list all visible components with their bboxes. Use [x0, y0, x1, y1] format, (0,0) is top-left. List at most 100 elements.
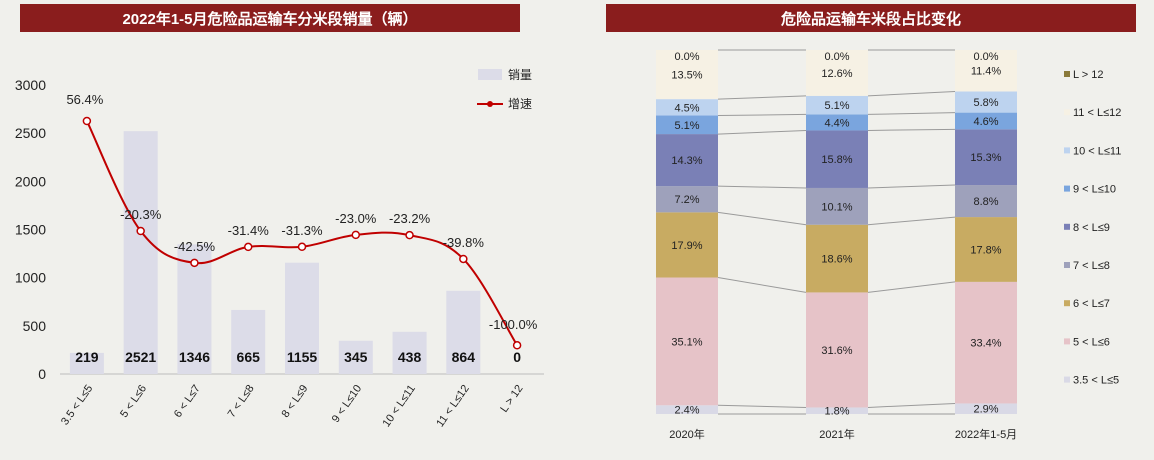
growth-point: [243, 242, 253, 252]
sales-bar: [231, 309, 266, 374]
share-segment: [656, 212, 718, 278]
legend-label: 10 < L≤11: [1073, 145, 1121, 157]
share-value-label: 17.8%: [970, 244, 1001, 256]
share-value-label: 2.4%: [674, 405, 699, 417]
growth-point: [512, 341, 522, 350]
share-value-label: 13.5%: [671, 70, 702, 82]
y-tick-label: 3000: [15, 77, 46, 93]
share-value-label: 5.1%: [674, 120, 699, 132]
share-value-label: 35.1%: [671, 336, 702, 348]
x-tick-label: 3.5 < L≤5: [59, 383, 95, 428]
legend-label: 7 < L≤8: [1073, 260, 1110, 272]
legend-swatch: [1064, 109, 1070, 116]
growth-point: [82, 116, 92, 126]
share-segment: [955, 91, 1017, 113]
share-value-label: 4.5%: [674, 102, 699, 114]
share-segment: [955, 217, 1017, 282]
category-label: 2022年1-5月: [955, 427, 1017, 441]
series-connector-line: [867, 112, 956, 115]
sales-chart-panel: 2022年1-5月危险品运输车分米段销量（辆） 0 500 1000 1500 2000…: [0, 0, 560, 460]
sales-value-label: 2521: [125, 349, 156, 365]
growth-point: [136, 226, 145, 236]
share-segment: [806, 292, 868, 408]
share-value-label: 5.1%: [824, 100, 849, 112]
share-segment: [806, 224, 868, 293]
y-tick-label: 2000: [15, 173, 46, 189]
share-segment: [806, 407, 868, 414]
x-tick-label: 9 < L≤10: [330, 383, 365, 425]
y-tick-label: 500: [23, 318, 47, 334]
legend-bar-swatch: [478, 69, 502, 80]
growth-rate-label: -100.0%: [489, 317, 538, 332]
y-tick-label: 1000: [15, 270, 46, 286]
series-connector-line: [867, 184, 956, 189]
legend-label: 6 < L≤7: [1073, 298, 1110, 310]
legend-label: 11 < L≤12: [1073, 107, 1121, 119]
share-segment: [656, 277, 718, 406]
legend-label: 8 < L≤9: [1073, 222, 1110, 234]
series-connector-line: [867, 216, 956, 226]
share-segment: [806, 130, 868, 188]
share-value-label: 7.2%: [674, 194, 699, 206]
growth-point: [351, 230, 361, 240]
share-segment: [806, 114, 868, 131]
share-value-label: 15.8%: [821, 154, 852, 166]
growth-point: [459, 254, 468, 264]
sales-bar: [338, 340, 373, 374]
y-tick-label: 2500: [15, 125, 46, 141]
x-tick-label: 6 < L≤7: [172, 383, 203, 420]
sales-bar: [69, 352, 104, 374]
category-label: 2021年: [819, 427, 854, 441]
sales-chart-svg: 0 500 1000 1500 2000 2500 3000 219 2521 1346 665 11…: [15, 68, 544, 429]
share-value-label: 8.8%: [973, 196, 998, 208]
growth-rate-label: 56.4%: [66, 92, 103, 107]
series-connector-line: [867, 281, 956, 293]
growth-rate-label: -42.5%: [174, 239, 216, 254]
share-chart-panel: 危险品运输车米段占比变化 2.4% 35.1% 17.9% 7.2% 14.3% 5.1%…: [588, 0, 1154, 460]
x-tick-label: 7 < L≤8: [226, 383, 257, 420]
x-tick-label: L > 12: [498, 383, 525, 415]
growth-rate-label: -31.3%: [281, 223, 323, 238]
x-tick-label: 11 < L≤12: [434, 383, 472, 429]
sales-value-label: 438: [398, 349, 422, 365]
share-value-label: 15.3%: [970, 152, 1001, 164]
series-connector-line: [867, 128, 956, 131]
legend-label: L > 12: [1073, 69, 1103, 81]
share-value-label: 11.4%: [971, 66, 1002, 78]
legend-line-label: 增速: [508, 97, 532, 111]
legend-swatch: [1064, 147, 1070, 154]
share-chart-svg: 2.4% 35.1% 17.9% 7.2% 14.3% 5.1% 4.5% 13.5% 0.0%…: [656, 49, 1121, 441]
legend-label: 5 < L≤6: [1073, 336, 1110, 348]
legend-swatch: [1064, 376, 1070, 383]
share-value-label: 0.0%: [824, 51, 849, 63]
growth-rate-label: -39.8%: [443, 235, 485, 250]
growth-rate-label: -20.3%: [120, 207, 162, 222]
sales-value-label: 0: [513, 349, 521, 365]
sales-value-label: 864: [452, 349, 476, 365]
share-value-label: 10.1%: [821, 201, 852, 213]
share-segment: [955, 112, 1017, 130]
share-value-label: 0.0%: [973, 51, 998, 63]
growth-rate-label: -23.2%: [389, 211, 431, 226]
share-segment: [656, 405, 718, 414]
sales-bar: [392, 331, 427, 374]
share-segment: [955, 50, 1017, 92]
sales-chart-title: 2022年1-5月危险品运输车分米段销量（辆）: [20, 4, 520, 32]
sales-bar: [446, 290, 481, 374]
share-segment: [806, 50, 868, 96]
legend-label: 3.5 < L≤5: [1073, 375, 1119, 387]
legend-swatch: [1064, 71, 1070, 77]
share-segment: [806, 95, 868, 115]
share-segment: [656, 50, 718, 100]
growth-point: [405, 230, 414, 240]
legend-swatch: [1064, 300, 1070, 307]
sales-value-label: 345: [344, 349, 368, 365]
sales-bar: [123, 131, 158, 374]
series-connector-line: [717, 113, 807, 117]
sales-bar: [285, 262, 319, 374]
growth-rate-label: -31.4%: [228, 223, 270, 238]
legend-line-marker: [487, 101, 493, 107]
share-segment: [955, 185, 1017, 218]
share-segment: [955, 281, 1017, 404]
series-connector-line: [717, 185, 807, 189]
